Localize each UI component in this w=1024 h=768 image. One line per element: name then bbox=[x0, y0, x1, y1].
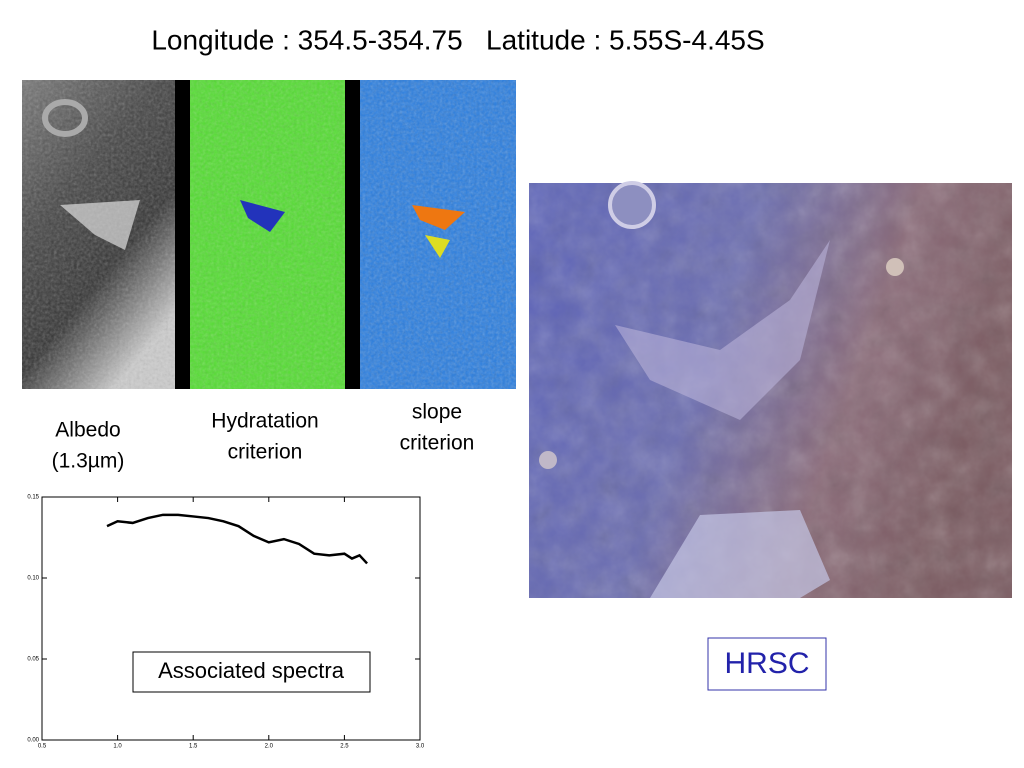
spectra-plot: 0.5 1.0 1.5 2.0 2.5 3.0 0.00 0.05 0.10 0.15 bbox=[27, 495, 425, 750]
label-box bbox=[132, 651, 371, 693]
plot-frame bbox=[41, 496, 421, 741]
x-tick-label: 1.5 bbox=[189, 744, 198, 750]
y-tick-label: 0.00 bbox=[27, 738, 39, 744]
spectrum-line bbox=[106, 513, 368, 565]
x-tick-label: 3.0 bbox=[416, 744, 425, 750]
x-tick-label: 0.5 bbox=[38, 744, 47, 750]
y-tick-label: 0.10 bbox=[27, 576, 39, 582]
y-tick-label: 0.05 bbox=[27, 657, 39, 663]
caption: criterion bbox=[400, 432, 475, 455]
x-tick-label: 2.5 bbox=[340, 744, 349, 750]
image-strip bbox=[22, 80, 516, 389]
x-tick-label: 2.0 bbox=[265, 744, 274, 750]
x-tick-label: 1.0 bbox=[113, 744, 122, 750]
caption: Albedo bbox=[55, 419, 120, 442]
spectra-label: Associated spectra bbox=[158, 658, 345, 683]
caption: slope bbox=[412, 401, 462, 424]
caption: (1.3µm) bbox=[52, 450, 125, 473]
y-tick-label: 0.15 bbox=[27, 495, 39, 501]
slide-title: Longitude : 354.5-354.75 Latitude : 5.55… bbox=[151, 24, 764, 55]
hrsc-label: HRSC bbox=[724, 647, 809, 680]
hrsc-box bbox=[707, 637, 827, 691]
caption: Hydratation bbox=[211, 410, 318, 433]
hrsc-image bbox=[529, 181, 1012, 598]
caption: criterion bbox=[228, 441, 303, 464]
